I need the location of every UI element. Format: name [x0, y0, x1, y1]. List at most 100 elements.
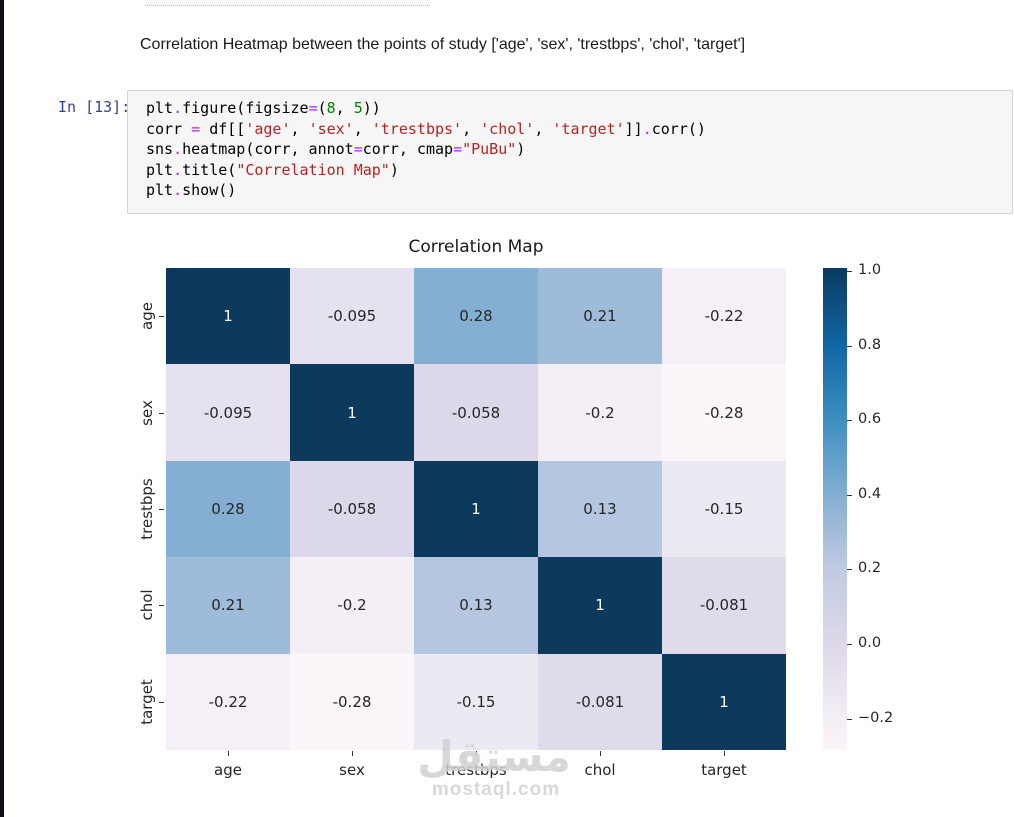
- x-axis-label: target: [701, 761, 747, 779]
- y-axis-tick: [159, 412, 164, 414]
- code-token: =: [308, 99, 318, 117]
- heatmap-cell: 0.13: [414, 557, 538, 654]
- heatmap-cell: -0.22: [662, 268, 786, 365]
- colorbar-tick-label: 0.0: [858, 635, 882, 651]
- heatmap-cell: -0.22: [166, 653, 290, 750]
- code-token: df[[: [200, 119, 246, 138]
- code-token: .: [642, 119, 652, 138]
- x-axis-label: trestbps: [445, 761, 507, 779]
- heatmap-cell: -0.28: [290, 653, 414, 750]
- y-axis-label: target: [138, 678, 156, 725]
- heatmap-cell: 0.21: [166, 557, 290, 654]
- code-token: corr, cmap: [362, 140, 454, 158]
- code-token: (: [317, 99, 327, 117]
- window-left-edge: [0, 0, 4, 817]
- code-token: ]]: [624, 119, 643, 138]
- y-axis-tick: [159, 605, 164, 607]
- heatmap-cell: -0.081: [538, 653, 662, 750]
- watermark-domain: mostaql.com: [431, 779, 561, 800]
- code-token: 5: [353, 99, 363, 117]
- code-token: ): [516, 140, 526, 158]
- code-token: ,: [353, 119, 372, 138]
- code-token: 'age': [245, 119, 291, 138]
- chart-title: Correlation Map: [408, 237, 544, 257]
- code-token: corr: [146, 119, 192, 138]
- correlation-heatmap: 1 -0.095 0.28 0.21 -0.22 -0.095 1 -0.058 -0.2 -0.…: [166, 268, 786, 750]
- code-token: .: [173, 160, 183, 179]
- x-axis-label: age: [214, 761, 242, 779]
- code-token: 'chol': [480, 119, 535, 138]
- watermark-arabic-logo: مستقل: [417, 732, 571, 781]
- colorbar-tick: [847, 718, 852, 720]
- colorbar-tick: [847, 569, 852, 571]
- colorbar: [823, 268, 847, 750]
- code-token: ,: [534, 119, 553, 138]
- y-axis-label: trestbps: [138, 478, 156, 540]
- code-token: ): [389, 160, 399, 179]
- heatmap-cell: 1: [414, 460, 538, 558]
- code-line[interactable]: plt.figure(figsize=(8, 5)): [146, 98, 706, 119]
- colorbar-tick: [847, 420, 852, 422]
- heatmap-cell: -0.081: [662, 557, 786, 654]
- colorbar-tick: [847, 345, 852, 347]
- heatmap-cell: -0.095: [166, 364, 290, 461]
- code-token: .: [173, 99, 183, 117]
- code-line[interactable]: plt.show(): [146, 180, 706, 201]
- colorbar-tick-label: 1.0: [858, 262, 882, 278]
- x-axis-label: chol: [584, 761, 616, 779]
- colorbar-tick-label: 0.6: [858, 411, 882, 428]
- code-token: heatmap(corr, annot: [182, 140, 354, 158]
- x-axis-label: sex: [339, 761, 365, 779]
- code-token: .: [173, 140, 183, 158]
- heatmap-cell: -0.095: [290, 268, 414, 365]
- code-input-box[interactable]: [127, 90, 1013, 214]
- heatmap-cell: -0.2: [290, 557, 414, 654]
- heatmap-cell: 0.28: [166, 460, 290, 558]
- heatmap-cell: -0.15: [662, 460, 786, 558]
- code-line[interactable]: plt.title("Correlation Map"): [146, 160, 706, 181]
- heatmap-cell: 0.13: [538, 460, 662, 558]
- x-axis-tick: [352, 751, 353, 756]
- colorbar-tick: [847, 494, 852, 496]
- previous-cell-bottom-strip: [145, 0, 430, 6]
- code-token: 'target': [552, 119, 625, 138]
- colorbar-tick-label: 0.8: [858, 336, 882, 353]
- code-token: "Correlation Map": [236, 160, 390, 179]
- heatmap-cell: -0.28: [662, 364, 786, 461]
- heatmap-cell: 1: [290, 364, 414, 461]
- code-token: 8: [326, 99, 336, 117]
- code-token: sns: [146, 140, 174, 158]
- heatmap-cell: 1: [166, 268, 290, 365]
- code-token: .: [173, 181, 183, 199]
- colorbar-tick-label: 0.4: [858, 485, 882, 502]
- code-token: plt: [146, 160, 174, 179]
- code-token: ,: [290, 119, 309, 138]
- x-axis-tick: [724, 751, 725, 756]
- code-token: =: [353, 140, 363, 158]
- code-token: corr(): [651, 119, 706, 138]
- y-axis-label: sex: [138, 399, 156, 426]
- y-axis-tick: [159, 701, 164, 703]
- heatmap-cell: -0.058: [290, 460, 414, 558]
- y-axis-tick: [159, 316, 164, 318]
- y-axis-label: age: [138, 302, 156, 331]
- code-token: figure(figsize: [182, 99, 309, 117]
- heatmap-cell: -0.058: [414, 364, 538, 461]
- heatmap-cell: 0.21: [538, 268, 662, 365]
- y-axis-label: chol: [138, 589, 156, 621]
- x-axis-tick: [228, 751, 229, 756]
- heatmap-cell: 1: [662, 653, 786, 750]
- code-token: ,: [335, 99, 354, 117]
- colorbar-tick-label: −0.2: [858, 709, 894, 726]
- markdown-cell-heading[interactable]: Correlation Heatmap between the points o…: [140, 36, 746, 53]
- code-token: 'trestbps': [371, 119, 463, 138]
- heatmap-cell: -0.15: [414, 653, 538, 750]
- code-line[interactable]: sns.heatmap(corr, annot=corr, cmap="PuBu…: [146, 139, 706, 160]
- colorbar-tick: [847, 644, 852, 645]
- code-token: ,: [462, 119, 481, 138]
- code-token: plt: [146, 181, 174, 199]
- x-axis-tick: [600, 751, 601, 756]
- code-editor[interactable]: plt.figure(figsize=(8, 5)) corr = df[['ag…: [146, 98, 706, 201]
- heatmap-cell: 0.28: [414, 268, 538, 365]
- code-line[interactable]: corr = df[['age', 'sex', 'trestbps', 'ch…: [146, 119, 706, 140]
